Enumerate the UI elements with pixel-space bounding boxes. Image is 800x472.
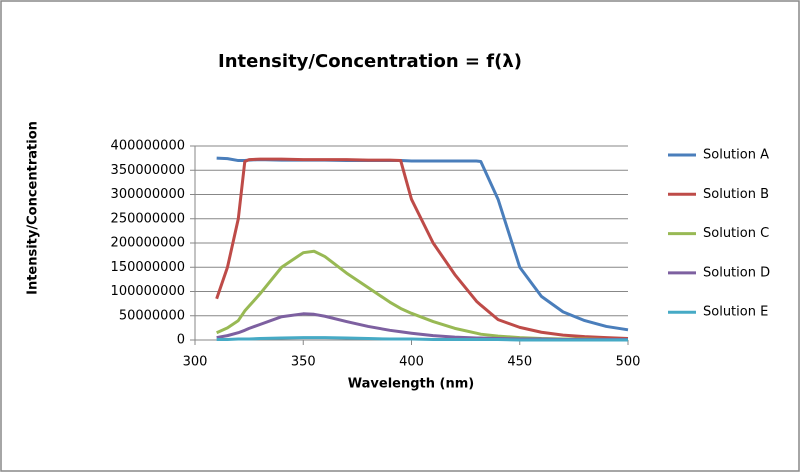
x-axis-title: Wavelength (nm)	[348, 377, 474, 392]
x-tick-label: 350	[291, 355, 316, 370]
y-tick-label: 150000000	[111, 260, 185, 275]
y-tick-label: 50000000	[119, 308, 185, 323]
x-tick-label: 300	[183, 355, 208, 370]
y-tick-label: 250000000	[111, 211, 185, 226]
y-tick-label: 350000000	[111, 163, 185, 178]
legend-label: Solution D	[703, 265, 770, 280]
y-tick-label: 0	[177, 333, 185, 348]
x-tick-label: 500	[616, 355, 641, 370]
y-tick-label: 300000000	[111, 187, 185, 202]
x-tick-label: 450	[507, 355, 532, 370]
chart-title: Intensity/Concentration = f(λ)	[218, 51, 522, 72]
y-tick-label: 100000000	[111, 284, 185, 299]
legend-label: Solution A	[703, 148, 769, 163]
legend-label: Solution C	[703, 226, 769, 241]
series-line	[216, 336, 628, 342]
y-tick-label: 400000000	[111, 139, 185, 154]
series-line	[215, 157, 629, 341]
y-axis-title: Intensity/Concentration	[26, 121, 41, 295]
y-tick-label: 200000000	[111, 236, 185, 251]
x-tick-label: 400	[399, 355, 424, 370]
legend-label: Solution B	[703, 187, 769, 202]
legend-label: Solution E	[703, 305, 768, 320]
